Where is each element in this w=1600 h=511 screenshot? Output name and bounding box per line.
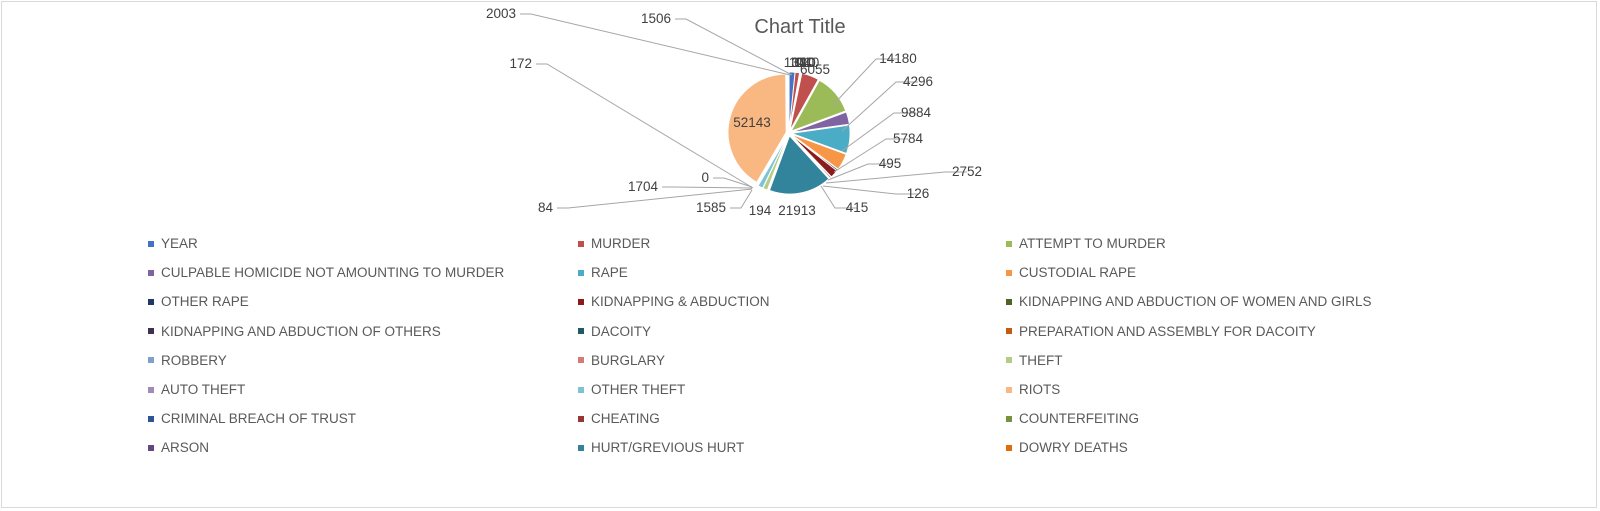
leader-line [825,171,967,184]
data-label: 1585 [696,200,726,215]
pie-slice [727,73,787,183]
data-label: 120 [792,55,815,70]
leader-line [822,185,918,195]
leader-line [520,13,791,76]
data-label: 110 [794,55,816,70]
leader-line [730,189,753,209]
data-label: 4296 [903,74,933,89]
pie-slice [790,134,832,179]
data-label: 172 [509,56,532,71]
data-label: 495 [879,156,902,171]
leader-line [662,186,753,189]
pie-slice [769,135,830,195]
pie-slice [790,79,847,132]
chart-title: Chart Title [754,16,846,38]
data-label: 2752 [952,164,982,179]
leader-line [827,163,890,181]
leader-line [832,58,898,106]
data-label: 0 [701,170,709,185]
pie-slice [757,135,788,189]
pie-slice [789,72,819,131]
data-label: 415 [846,200,869,215]
data-label: 126 [907,186,930,201]
data-label: 2003 [486,6,516,21]
leader-line [820,185,857,209]
pie-slice [791,124,851,154]
data-label: 84 [538,200,554,215]
data-label: 134 [784,55,807,70]
leader-line [841,112,916,152]
data-label: 194 [749,203,772,218]
leader-line [536,63,754,189]
data-label: 101 [789,55,812,70]
leader-line [713,177,753,188]
leader-line [675,18,793,76]
leader-line [833,138,908,173]
data-label: 52143 [733,115,771,130]
data-label: 21913 [778,203,816,218]
leader-line [841,81,918,132]
data-label: 9884 [901,105,932,120]
data-label: 5784 [893,131,924,146]
leader-line [557,188,753,209]
data-label: 14180 [879,51,917,66]
pie-slice [789,72,802,131]
data-label: 1506 [641,11,671,26]
data-label: 6055 [800,62,830,77]
data-label: 1704 [628,179,659,194]
data-label: 140 [797,55,820,70]
